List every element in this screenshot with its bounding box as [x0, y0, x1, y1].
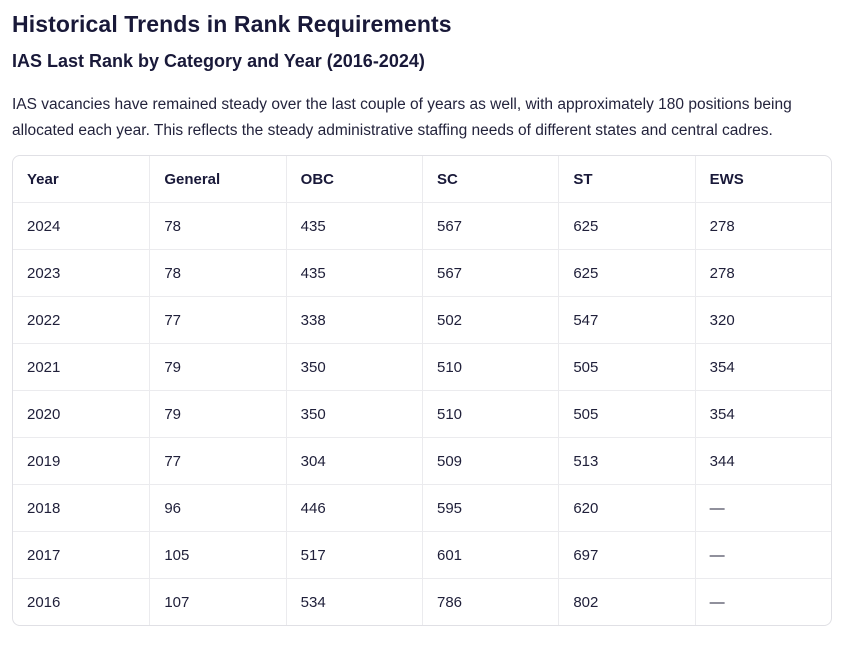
year-cell: 2017 — [13, 532, 150, 579]
rank-cell: 547 — [558, 297, 695, 344]
rank-cell: 567 — [421, 203, 559, 250]
rank-cell: 601 — [421, 532, 559, 579]
rank-cell: 510 — [421, 344, 559, 391]
rank-cell: 338 — [285, 297, 422, 344]
table-row: 2017 105 517 601 697— — [13, 532, 831, 579]
rank-cell: 278 — [694, 203, 831, 250]
rank-cell: 567 — [421, 250, 559, 297]
table-row: 2018 96 446 595 620— — [13, 485, 831, 532]
table-header-row: Year General OBC SC ST EWS — [13, 156, 831, 203]
rank-cell: 625 — [558, 250, 695, 297]
rank-cell: 502 — [421, 297, 559, 344]
rank-cell: 625 — [558, 203, 695, 250]
rank-cell: — — [694, 532, 831, 579]
year-cell: 2020 — [13, 391, 150, 438]
rank-cell: 505 — [558, 391, 695, 438]
table-row: 2023 78 435 567 625 278 — [13, 250, 831, 297]
rank-cell: 534 — [285, 579, 422, 625]
table-head: Year General OBC SC ST EWS — [13, 156, 831, 203]
rank-cell: 78 — [149, 250, 286, 297]
table-row: 2016 107 534 786 802— — [13, 579, 831, 625]
rank-table: Year General OBC SC ST EWS 2024 78 435 567 625 278… — [12, 155, 832, 626]
column-header-obc: OBC — [285, 156, 422, 203]
rank-cell: 435 — [285, 250, 422, 297]
rank-cell: 96 — [149, 485, 286, 532]
page-description: IAS vacancies have remained steady over … — [12, 96, 792, 139]
rank-cell: 446 — [285, 485, 422, 532]
rank-cell: 79 — [149, 344, 286, 391]
rank-cell: 509 — [421, 438, 559, 485]
rank-cell: 517 — [285, 532, 422, 579]
column-header-ews: EWS — [694, 156, 831, 203]
rank-cell: 435 — [285, 203, 422, 250]
table-row: 2020 79 350 510 505 354 — [13, 391, 831, 438]
year-cell: 2019 — [13, 438, 150, 485]
rank-cell: 354 — [694, 391, 831, 438]
rank-cell: 595 — [421, 485, 559, 532]
table-row: 2024 78 435 567 625 278 — [13, 203, 831, 250]
page-title: Historical Trends in Rank Requirements — [12, 11, 452, 37]
rank-cell: 802 — [558, 579, 695, 625]
column-header-st: ST — [558, 156, 695, 203]
rank-cell: 105 — [149, 532, 286, 579]
rank-cell: 77 — [149, 438, 286, 485]
rank-cell: 697 — [558, 532, 695, 579]
year-cell: 2018 — [13, 485, 150, 532]
rank-cell: 344 — [694, 438, 831, 485]
table-row: 2021 79 350 510 505 354 — [13, 344, 831, 391]
rank-cell: 620 — [558, 485, 695, 532]
year-cell: 2024 — [13, 203, 150, 250]
rank-cell: 304 — [285, 438, 422, 485]
rank-cell: — — [694, 579, 831, 625]
rank-cell: 354 — [694, 344, 831, 391]
table-body: 2024 78 435 567 625 278 2023 78 435 567 625 278 2022… — [13, 203, 831, 625]
rank-cell: 510 — [421, 391, 559, 438]
rank-cell: 77 — [149, 297, 286, 344]
rank-cell: 505 — [558, 344, 695, 391]
rank-cell: 79 — [149, 391, 286, 438]
rank-cell: 78 — [149, 203, 286, 250]
rank-cell: 350 — [285, 344, 422, 391]
rank-cell: 320 — [694, 297, 831, 344]
page-subtitle: IAS Last Rank by Category and Year (2016… — [12, 51, 425, 71]
column-header-general: General — [149, 156, 286, 203]
year-cell: 2016 — [13, 579, 150, 625]
year-cell: 2021 — [13, 344, 150, 391]
column-header-sc: SC — [421, 156, 559, 203]
rank-cell: 278 — [694, 250, 831, 297]
rank-cell: 786 — [421, 579, 559, 625]
year-cell: 2022 — [13, 297, 150, 344]
column-header-year: Year — [13, 156, 150, 203]
rank-cell: — — [694, 485, 831, 532]
rank-cell: 350 — [285, 391, 422, 438]
year-cell: 2023 — [13, 250, 150, 297]
table-row: 2019 77 304 509 513 344 — [13, 438, 831, 485]
table-row: 2022 77 338 502 547 320 — [13, 297, 831, 344]
rank-cell: 513 — [558, 438, 695, 485]
rank-cell: 107 — [149, 579, 286, 625]
